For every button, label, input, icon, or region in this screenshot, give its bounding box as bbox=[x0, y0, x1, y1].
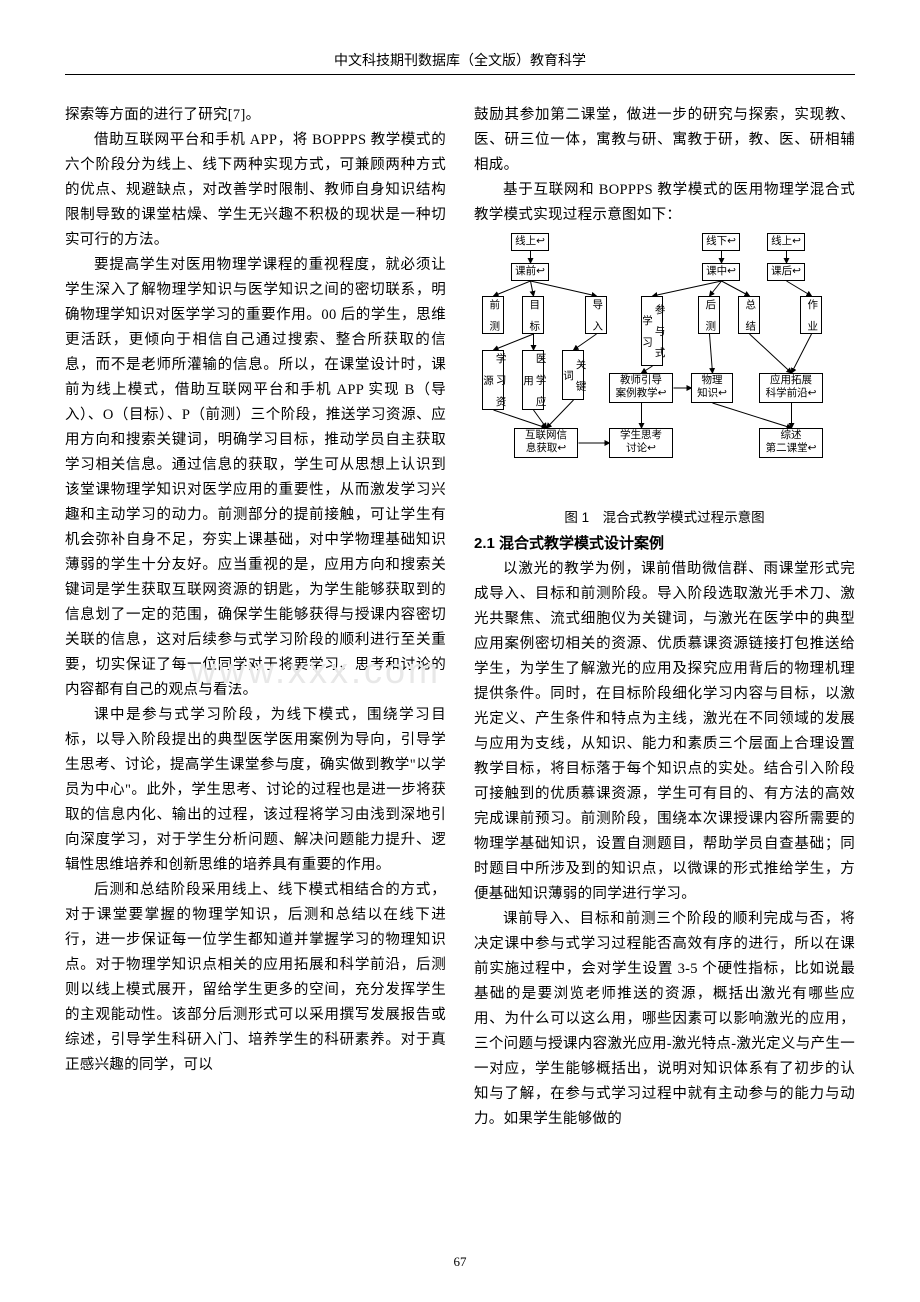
right-column: 鼓励其参加第二课堂，做进一步的研究与探索，实现教、医、研三位一体，寓教与研、寓教… bbox=[474, 103, 855, 1132]
diagram-node-goal: 目 标 bbox=[522, 296, 544, 334]
diagram-node-kw: 关 键 词 bbox=[562, 350, 584, 400]
diagram-node-phys: 物理知识↩ bbox=[691, 373, 733, 403]
diagram-node-teach: 教师引导案例教学↩ bbox=[609, 373, 673, 403]
diagram-node-online: 线上↩ bbox=[511, 233, 549, 251]
diagram-node-offline: 线下↩ bbox=[702, 233, 740, 251]
left-column: 探索等方面的进行了研究[7]。 借助互联网平台和手机 APP，将 BOPPPS … bbox=[65, 103, 446, 1132]
left-p1: 探索等方面的进行了研究[7]。 bbox=[65, 103, 446, 128]
diagram-node-hw: 作 业 bbox=[800, 296, 822, 334]
diagram-node-sum: 总 结 bbox=[738, 296, 760, 334]
diagram-node-app: 医 学 应 用 bbox=[522, 350, 544, 410]
diagram-node-pre: 前 测 bbox=[482, 296, 504, 334]
diagram-node-think: 学生思考讨论↩ bbox=[609, 428, 673, 458]
right-p3: 以激光的教学为例，课前借助微信群、雨课堂形式完成导入、目标和前测阶段。导入阶段选… bbox=[474, 557, 855, 907]
diagram-node-before: 课前↩ bbox=[511, 263, 549, 281]
flowchart-diagram: 线上↩ 线下↩ 线上↩ 课前↩ 课中↩ 课后↩ 前 测目 标 导 入 参 与 式 学 习 后 测总… bbox=[474, 230, 855, 500]
diagram-node-post: 后 测 bbox=[698, 296, 720, 334]
section-2-1-title: 2.1 混合式教学模式设计案例 bbox=[474, 532, 855, 553]
diagram-node-part: 参 与 式 学 习 bbox=[641, 296, 663, 366]
left-p2: 借助互联网平台和手机 APP，将 BOPPPS 教学模式的六个阶段分为线上、线下… bbox=[65, 128, 446, 253]
left-p4: 课中是参与式学习阶段，为线下模式，围绕学习目标，以导入阶段提出的典型医学医用案例… bbox=[65, 703, 446, 878]
left-p5: 后测和总结阶段采用线上、线下模式相结合的方式，对于课堂要掌握的物理学知识，后测和… bbox=[65, 878, 446, 1078]
journal-header: 中文科技期刊数据库（全文版）教育科学 bbox=[65, 50, 855, 74]
figure-caption: 图 1 混合式教学模式过程示意图 bbox=[474, 506, 855, 526]
right-p1: 鼓励其参加第二课堂，做进一步的研究与探索，实现教、医、研三位一体，寓教与研、寓教… bbox=[474, 103, 855, 178]
diagram-node-ext: 应用拓展科学前沿↩ bbox=[759, 373, 823, 403]
diagram-node-net: 互联网信息获取↩ bbox=[514, 428, 578, 458]
diagram-node-intro: 导 入 bbox=[585, 296, 607, 334]
diagram-node-review: 综述第二课堂↩ bbox=[759, 428, 823, 458]
left-p3: 要提高学生对医用物理学课程的重视程度，就必须让学生深入了解物理学知识与医学知识之… bbox=[65, 253, 446, 703]
diagram-node-online2: 线上↩ bbox=[767, 233, 805, 251]
diagram-node-after: 课后↩ bbox=[767, 263, 805, 281]
right-p4: 课前导入、目标和前测三个阶段的顺利完成与否，将决定课中参与式学习过程能否高效有序… bbox=[474, 907, 855, 1132]
header-divider bbox=[65, 74, 855, 75]
page-number: 67 bbox=[0, 1254, 920, 1270]
diagram-node-res: 学 习 资 源 bbox=[482, 350, 504, 410]
diagram-node-during: 课中↩ bbox=[702, 263, 740, 281]
right-p2: 基于互联网和 BOPPPS 教学模式的医用物理学混合式教学模式实现过程示意图如下… bbox=[474, 178, 855, 228]
